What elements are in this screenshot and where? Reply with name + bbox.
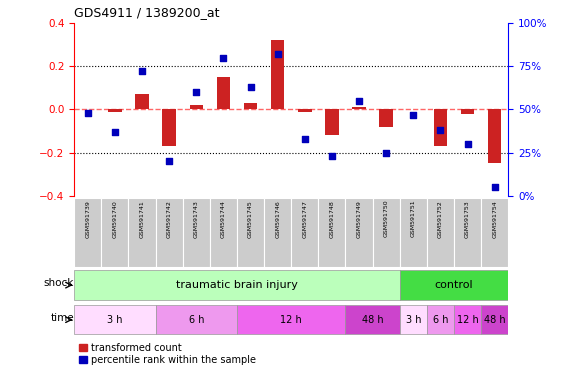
Text: GSM591746: GSM591746 <box>275 200 280 238</box>
Bar <box>190 105 203 109</box>
Bar <box>481 198 508 267</box>
Point <box>490 184 499 190</box>
Bar <box>345 198 372 267</box>
Text: GSM591750: GSM591750 <box>384 200 389 237</box>
Bar <box>237 198 264 267</box>
Bar <box>155 305 237 334</box>
Bar <box>427 198 454 267</box>
Bar <box>291 198 319 267</box>
Bar <box>135 94 149 109</box>
Bar <box>74 198 102 267</box>
Bar <box>454 198 481 267</box>
Text: GSM591745: GSM591745 <box>248 200 253 238</box>
Text: GSM591743: GSM591743 <box>194 200 199 238</box>
Bar <box>74 305 155 334</box>
Text: GSM591742: GSM591742 <box>167 200 172 238</box>
Bar <box>108 109 122 112</box>
Text: GDS4911 / 1389200_at: GDS4911 / 1389200_at <box>74 6 220 19</box>
Bar <box>400 270 508 300</box>
Bar <box>183 198 210 267</box>
Bar <box>244 103 258 109</box>
Point <box>436 127 445 133</box>
Bar <box>271 40 284 109</box>
Point <box>463 141 472 147</box>
Text: 3 h: 3 h <box>405 314 421 325</box>
Point <box>219 55 228 61</box>
Point <box>83 110 93 116</box>
Text: shock: shock <box>44 278 74 288</box>
Bar <box>325 109 339 135</box>
Text: GSM591741: GSM591741 <box>139 200 144 238</box>
Bar <box>400 198 427 267</box>
Text: time: time <box>51 313 74 323</box>
Text: GSM591754: GSM591754 <box>492 200 497 238</box>
Bar <box>237 305 345 334</box>
Point <box>246 84 255 90</box>
Point <box>327 153 336 159</box>
Legend: transformed count, percentile rank within the sample: transformed count, percentile rank withi… <box>79 343 256 365</box>
Text: 3 h: 3 h <box>107 314 123 325</box>
Text: 12 h: 12 h <box>280 314 302 325</box>
Bar <box>155 198 183 267</box>
Bar <box>481 305 508 334</box>
Text: 48 h: 48 h <box>362 314 383 325</box>
Bar <box>162 109 176 146</box>
Bar <box>427 305 454 334</box>
Point <box>409 111 418 118</box>
Point <box>110 129 119 135</box>
Text: 48 h: 48 h <box>484 314 505 325</box>
Point <box>164 158 174 164</box>
Text: GSM591753: GSM591753 <box>465 200 470 238</box>
Text: 6 h: 6 h <box>433 314 448 325</box>
Point <box>355 98 364 104</box>
Text: GSM591739: GSM591739 <box>85 200 90 238</box>
Bar <box>379 109 393 127</box>
Bar <box>102 198 128 267</box>
Text: 6 h: 6 h <box>188 314 204 325</box>
Point <box>300 136 309 142</box>
Bar <box>298 109 312 112</box>
Text: GSM591744: GSM591744 <box>221 200 226 238</box>
Bar <box>488 109 501 164</box>
Text: GSM591740: GSM591740 <box>112 200 118 238</box>
Point <box>381 149 391 156</box>
Point <box>192 89 201 95</box>
Text: traumatic brain injury: traumatic brain injury <box>176 280 298 290</box>
Bar <box>400 305 427 334</box>
Bar <box>210 198 237 267</box>
Bar <box>319 198 345 267</box>
Text: GSM591749: GSM591749 <box>356 200 361 238</box>
Text: 12 h: 12 h <box>457 314 478 325</box>
Bar <box>216 77 230 109</box>
Text: GSM591751: GSM591751 <box>411 200 416 237</box>
Text: GSM591747: GSM591747 <box>302 200 307 238</box>
Bar <box>74 270 400 300</box>
Bar <box>372 198 400 267</box>
Point <box>273 51 282 57</box>
Bar <box>345 305 400 334</box>
Bar <box>352 107 366 109</box>
Text: GSM591748: GSM591748 <box>329 200 335 238</box>
Bar <box>433 109 447 146</box>
Text: control: control <box>435 280 473 290</box>
Bar <box>264 198 291 267</box>
Text: GSM591752: GSM591752 <box>438 200 443 238</box>
Bar <box>128 198 155 267</box>
Point <box>138 68 147 74</box>
Bar <box>454 305 481 334</box>
Bar <box>461 109 475 114</box>
